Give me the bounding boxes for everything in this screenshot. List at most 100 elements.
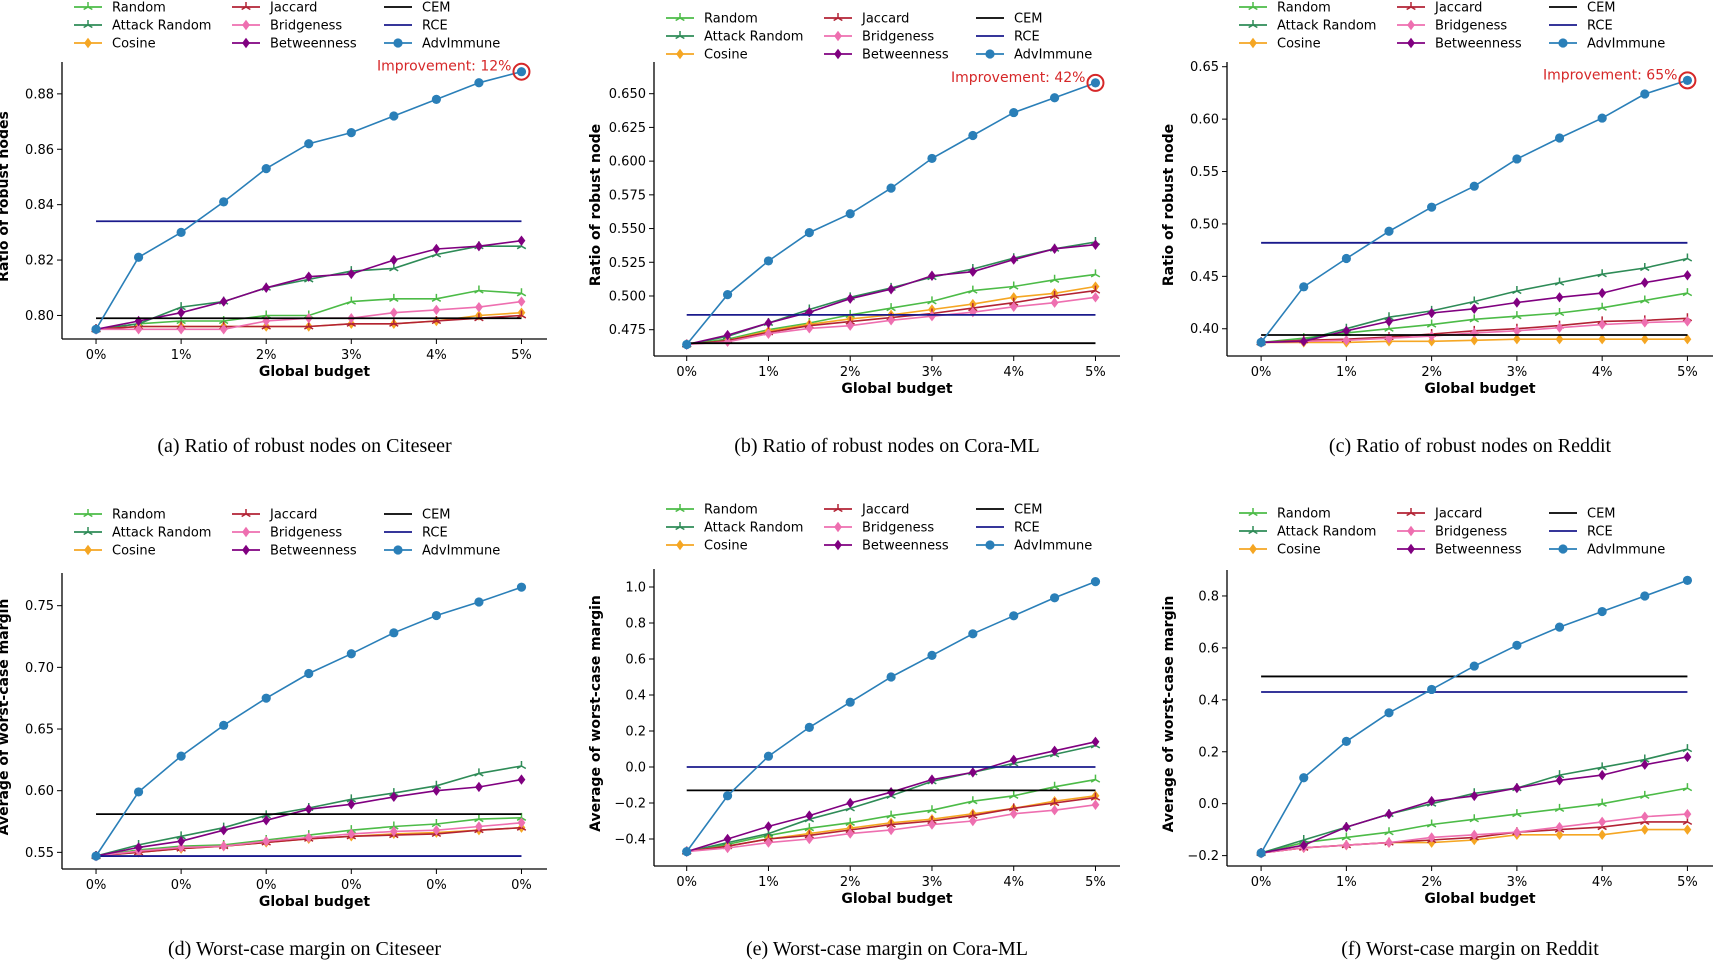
data-point [1598, 319, 1607, 330]
legend-item: Random [666, 503, 758, 518]
legend-label: Jaccard [1434, 507, 1482, 522]
legend: Random Attack Random Cosine Jaccard Bridgene… [666, 503, 1092, 554]
data-point [846, 828, 855, 839]
legend-item: CEM [1549, 1, 1616, 16]
data-point [1050, 243, 1059, 254]
legend-label: Jaccard [1434, 1, 1482, 16]
legend-item: Attack Random [1239, 19, 1376, 34]
data-point [1640, 89, 1650, 99]
legend-item: RCE [1549, 525, 1613, 540]
series-bridgeness [682, 292, 1100, 350]
y-axis-title: Average of worst-case margin [1161, 596, 1177, 833]
legend-item: AdvImmune [976, 539, 1092, 554]
data-point [1682, 75, 1693, 85]
data-point [346, 794, 357, 803]
data-point [1299, 840, 1308, 851]
data-point [219, 720, 229, 730]
legend-label: AdvImmune [1014, 539, 1092, 554]
data-point [389, 826, 398, 837]
series-line [95, 70, 522, 330]
data-point [1469, 814, 1479, 823]
data-point [432, 243, 441, 255]
x-tick-label: 3% [1507, 365, 1528, 380]
data-point [431, 293, 442, 302]
data-point [516, 67, 527, 77]
data-point [927, 296, 937, 305]
data-point [1640, 591, 1650, 601]
y-tick-label: 0.75 [25, 599, 54, 614]
data-point [1598, 829, 1607, 841]
legend-label: RCE [1587, 525, 1613, 540]
data-point [1554, 770, 1565, 779]
legend-label: Betweenness [1435, 543, 1522, 558]
data-point [261, 164, 271, 174]
data-point [474, 78, 484, 88]
data-point [1470, 303, 1479, 315]
data-point [389, 318, 399, 327]
x-tick-label: 0% [426, 878, 447, 893]
legend-label: RCE [422, 19, 448, 34]
series-random [681, 774, 1101, 855]
legend-marker [675, 31, 685, 40]
data-point [1009, 611, 1019, 621]
legend-item: AdvImmune [976, 48, 1092, 63]
data-point [304, 803, 313, 815]
data-point [764, 317, 773, 329]
legend-label: CEM [1014, 503, 1043, 518]
data-point [219, 324, 228, 335]
legend-item: Jaccard [1397, 1, 1482, 16]
legend-label: CEM [1587, 507, 1616, 522]
data-point [262, 282, 271, 293]
x-tick-label: 2% [1421, 875, 1442, 890]
data-point [1640, 790, 1650, 800]
series-cosine [1257, 824, 1692, 859]
legend-item: Attack Random [74, 19, 211, 34]
legend-item: RCE [384, 526, 448, 541]
legend-item: Cosine [74, 544, 156, 559]
data-point [1555, 821, 1564, 833]
data-point [1427, 684, 1437, 695]
data-point [1682, 744, 1693, 753]
legend-marker [242, 544, 250, 556]
data-point [968, 285, 978, 294]
data-point [346, 649, 356, 659]
data-point [1342, 325, 1351, 337]
series-random [1256, 783, 1693, 857]
data-point [1091, 799, 1100, 810]
y-tick-label: 0.65 [1190, 60, 1219, 75]
legend-label: Bridgeness [862, 521, 934, 536]
y-tick-label: 0.600 [609, 155, 646, 170]
legend-marker [241, 509, 251, 518]
series-bridgeness [92, 817, 526, 862]
legend-label: Attack Random [112, 19, 211, 34]
data-point [517, 235, 526, 246]
legend-item: Jaccard [1397, 507, 1482, 522]
data-point [1009, 808, 1018, 819]
data-point [846, 293, 855, 304]
data-point [1682, 575, 1693, 585]
data-point [1470, 335, 1479, 346]
legend-marker [834, 539, 842, 551]
y-tick-label: 0.65 [25, 723, 54, 738]
subfigure-caption: (f) Worst-case margin on Reddit [1341, 938, 1599, 960]
legend-item: Betweenness [824, 48, 949, 63]
data-point [1555, 334, 1564, 345]
series-line [686, 744, 1096, 853]
legend-item: Attack Random [1239, 525, 1376, 540]
legend-label: Betweenness [270, 37, 357, 52]
y-tick-label: 0.88 [25, 87, 54, 102]
legend-item: Betweenness [1397, 543, 1522, 558]
y-tick-label: 0.2 [1198, 745, 1219, 760]
legend-label: Cosine [1277, 37, 1321, 52]
legend-label: AdvImmune [1587, 543, 1665, 558]
legend-item: CEM [976, 12, 1043, 27]
data-point [928, 311, 936, 322]
data-point [1512, 334, 1521, 345]
data-point [1009, 107, 1019, 118]
data-point [1640, 334, 1649, 345]
x-tick-label: 2% [840, 875, 861, 890]
data-point [1009, 301, 1018, 312]
legend-item: Betweenness [824, 539, 949, 554]
legend-label: CEM [422, 508, 451, 523]
x-tick-label: 0% [341, 878, 362, 893]
